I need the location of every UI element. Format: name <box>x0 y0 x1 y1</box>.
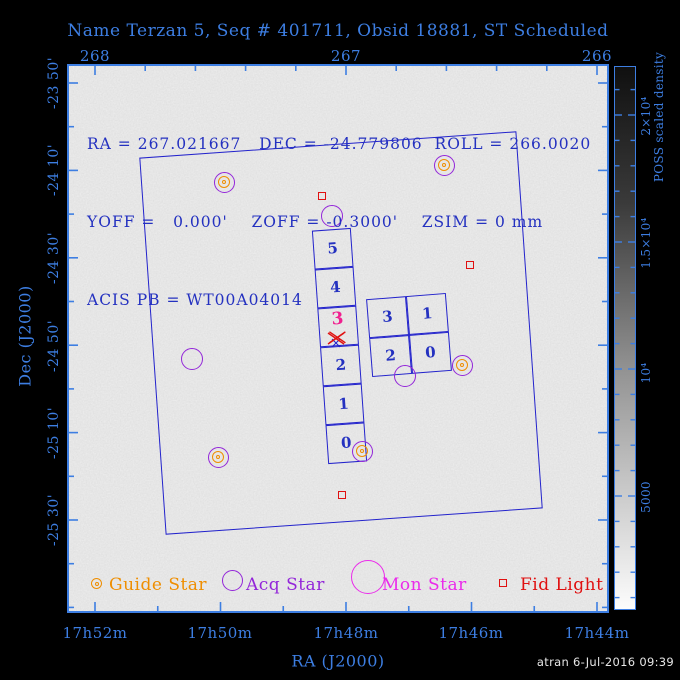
guide-star-center <box>215 454 221 460</box>
left-axis-tick-label: -24 10' <box>46 143 62 197</box>
mon-star-icon <box>351 560 385 594</box>
fid-light-square <box>318 192 326 200</box>
guide-star-icon-inner <box>94 581 99 586</box>
guide-star-circle <box>218 176 230 188</box>
acq-star-icon <box>222 570 243 591</box>
colorbar-title: POSS scaled density <box>652 51 666 183</box>
colorbar-ticks <box>615 88 635 599</box>
acq-star-circle <box>433 154 455 176</box>
left-axis-tick-label: -24 30' <box>46 231 62 285</box>
legend-label-mon-star: Mon Star <box>382 575 467 595</box>
fid-light-icon <box>499 579 507 587</box>
observation-info: RA = 267.021667 DEC = -24.779806 ROLL = … <box>87 79 591 365</box>
acq-star-circle <box>181 348 203 370</box>
top-axis-tick-label: 267 <box>330 47 362 65</box>
top-axis-tick-label: 266 <box>581 47 613 65</box>
legend-label-fid-light: Fid Light <box>520 575 604 595</box>
legend-label-acq-star: Acq Star <box>246 575 325 595</box>
colorbar <box>614 66 636 610</box>
colorbar-tick-label: 1.5×10⁴ <box>639 217 653 269</box>
fid-light-square <box>466 261 474 269</box>
page-title: Name Terzan 5, Seq # 401711, Obsid 18881… <box>67 21 609 41</box>
guide-star-center <box>441 162 447 168</box>
axis-ticks <box>69 66 607 611</box>
colorbar-tick-label: 5000 <box>639 481 653 513</box>
acq-star-circle <box>451 354 473 376</box>
acq-star-circle <box>394 365 416 387</box>
user-timestamp: atran 6-Jul-2016 09:39 <box>536 655 674 669</box>
top-axis-tick-label: 268 <box>79 47 111 65</box>
legend-label-guide-star: Guide Star <box>109 575 208 595</box>
guide-star-center <box>359 448 365 454</box>
bottom-axis-tick-label: 17h48m <box>313 624 379 642</box>
dec-axis-label: Dec (J2000) <box>15 285 35 387</box>
guide-star-circle <box>356 445 368 457</box>
left-axis-tick-label: -25 10' <box>46 406 62 460</box>
bottom-axis-tick-label: 17h50m <box>187 624 253 642</box>
guide-star-center <box>221 179 227 185</box>
guide-star-circle <box>456 359 468 371</box>
star-markers-layer <box>69 66 607 611</box>
guide-star-circle <box>438 159 450 171</box>
acq-star-circle <box>207 446 229 468</box>
bottom-axis-tick-label: 17h52m <box>62 624 128 642</box>
info-line-acis-pb: ACIS PB = WT00A04014 <box>87 291 303 309</box>
acq-star-circle <box>351 440 373 462</box>
bottom-axis-tick-label: 17h44m <box>564 624 630 642</box>
colorbar-tick-label: 10⁴ <box>639 362 653 384</box>
left-axis-tick-label: -25 30' <box>46 493 62 547</box>
guide-star-circle <box>212 451 224 463</box>
colorbar-tick-label: 2×10⁴ <box>639 96 653 136</box>
info-line-radec: RA = 267.021667 DEC = -24.779806 ROLL = … <box>87 135 592 153</box>
acq-star-circle <box>213 171 235 193</box>
left-axis-tick-label: -23 50' <box>46 56 62 110</box>
guide-star-icon <box>91 578 102 589</box>
acq-star-circle <box>321 205 343 227</box>
left-axis-tick-label: -24 50' <box>46 319 62 373</box>
ra-axis-label: RA (J2000) <box>291 651 385 671</box>
guide-star-center <box>459 362 465 368</box>
aimpoint-x-marker <box>327 331 346 348</box>
fid-light-square <box>338 491 346 499</box>
bottom-axis-tick-label: 17h46m <box>438 624 504 642</box>
info-line-offsets: YOFF = 0.000' ZOFF = -0.3000' ZSIM = 0 m… <box>87 213 544 231</box>
sky-plot: 5 4 3 2 1 0 3 1 2 0 RA = 267.021667 DEC … <box>67 64 609 613</box>
legend: Guide Star Acq Star Mon Star Fid Light <box>69 560 607 606</box>
